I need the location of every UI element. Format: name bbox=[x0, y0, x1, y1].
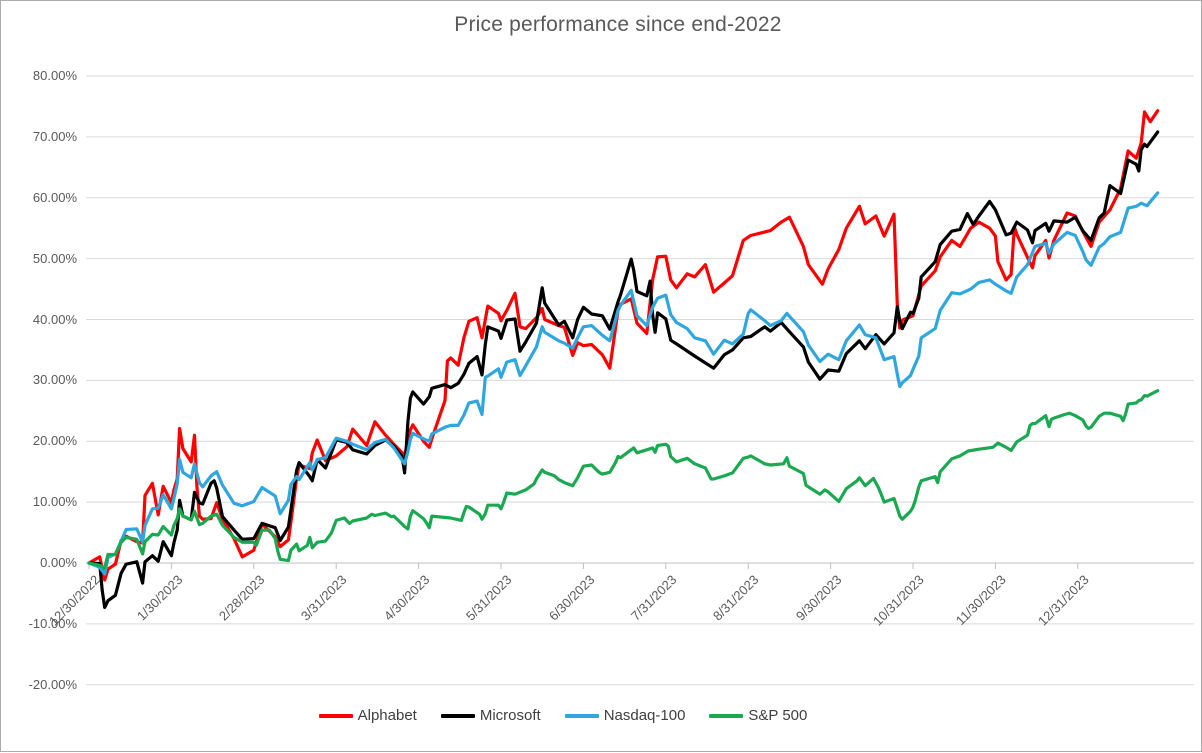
chart-title: Price performance since end-2022 bbox=[454, 13, 782, 36]
series-line-nasdaq-100 bbox=[87, 191, 1160, 576]
legend-line-swatch bbox=[564, 713, 599, 718]
y-axis-tick-label: -20.00% bbox=[28, 676, 77, 692]
y-axis-tick-label: 30.00% bbox=[32, 372, 77, 388]
y-axis-tick-label: 10.00% bbox=[32, 494, 77, 510]
legend-item-nasdaq-100: Nasdaq-100 bbox=[564, 707, 686, 724]
legend-label: Microsoft bbox=[479, 707, 541, 724]
y-axis-tick-label: 80.00% bbox=[32, 68, 77, 83]
legend-label: S&P 500 bbox=[748, 707, 808, 724]
y-axis-tick-label: 70.00% bbox=[32, 128, 77, 144]
series-line-microsoft bbox=[87, 130, 1160, 610]
legend-item-alphabet: Alphabet bbox=[318, 707, 417, 724]
series-line-alphabet bbox=[87, 109, 1160, 582]
y-axis-tick-label: 60.00% bbox=[32, 189, 77, 205]
legend-item-s-p-500: S&P 500 bbox=[709, 707, 807, 724]
legend-line-swatch bbox=[709, 713, 744, 718]
y-axis-tick-label: -10.00% bbox=[28, 615, 77, 631]
y-axis-tick-label: 40.00% bbox=[32, 311, 77, 327]
legend-label: Alphabet bbox=[357, 707, 417, 724]
legend-line-swatch bbox=[318, 713, 353, 718]
y-axis-tick-label: 20.00% bbox=[32, 433, 77, 449]
legend-label: Nasdaq-100 bbox=[603, 707, 686, 724]
chart-legend: Alphabet Microsoft Nasdaq-100 S&P 500 bbox=[0, 707, 1163, 724]
legend-line-swatch bbox=[440, 713, 475, 718]
legend-item-microsoft: Microsoft bbox=[440, 707, 541, 724]
series-line-s-p-500 bbox=[87, 389, 1160, 570]
y-axis-tick-label: 50.00% bbox=[32, 250, 77, 266]
y-axis-tick-label: 0.00% bbox=[40, 555, 77, 570]
